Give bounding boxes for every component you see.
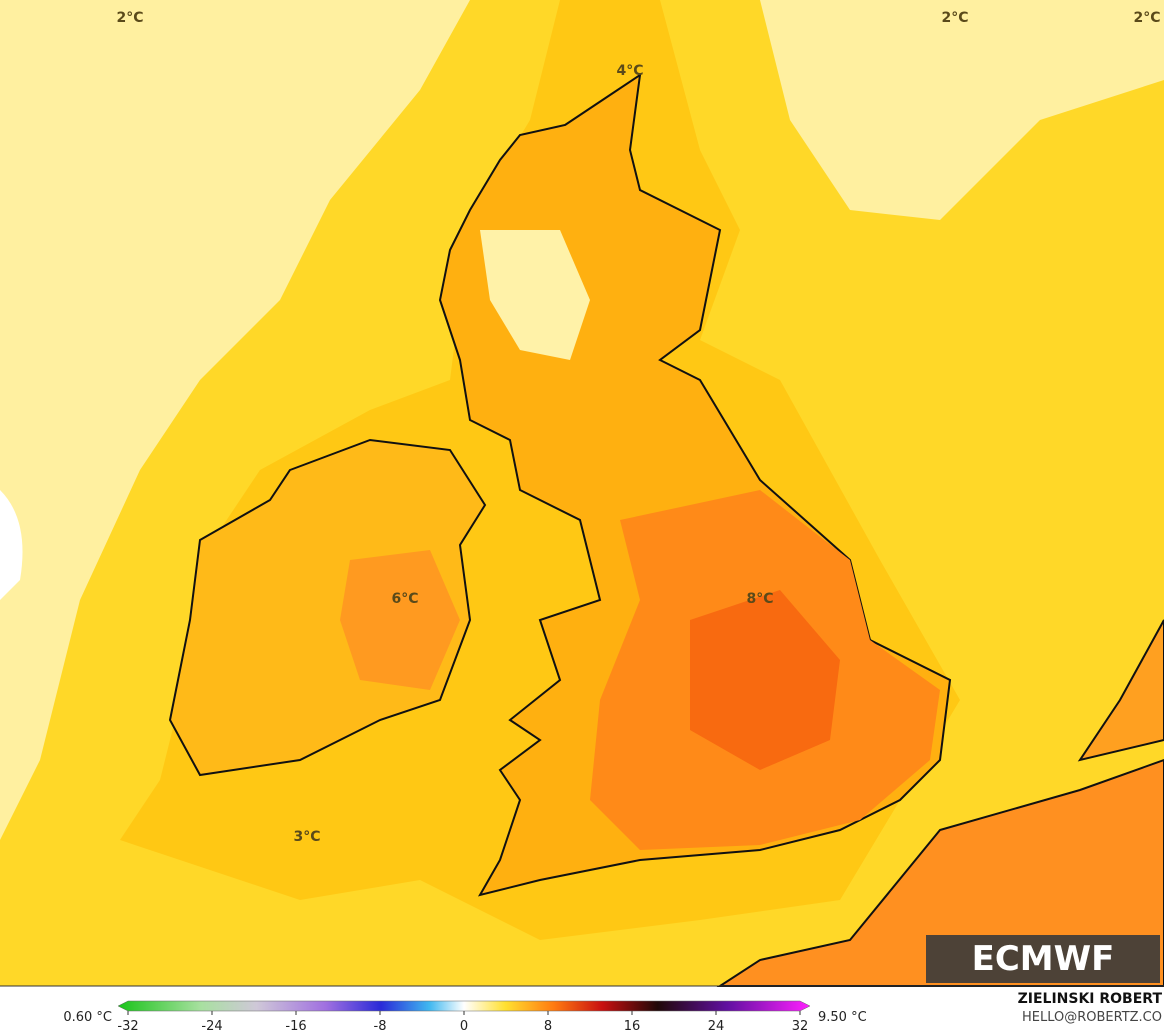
continent xyxy=(1077,619,1164,762)
isotherm-label: 2°C xyxy=(1133,10,1160,26)
map: 2°C 2°C 2°C 4°C 6°C 8°C 3°C ECMWF xyxy=(0,0,1164,987)
colorbar-bar xyxy=(117,1000,811,1012)
missing-data xyxy=(0,490,23,600)
colorbar-tick-label: 0 xyxy=(460,1019,468,1034)
isotherm-label: 4°C xyxy=(616,63,643,79)
ireland xyxy=(168,438,487,777)
warm-core xyxy=(690,590,840,770)
colorbar-tick-label: 32 xyxy=(792,1019,809,1034)
colorbar-max: 9.50 °C xyxy=(818,1010,867,1025)
colorbar-tick-label: -8 xyxy=(374,1019,387,1034)
colorbar-tick-label: 24 xyxy=(708,1019,725,1034)
logo: ECMWF xyxy=(972,939,1115,979)
isotherm-label: 6°C xyxy=(391,591,418,607)
warm-core xyxy=(340,550,460,690)
isotherm-label: 2°C xyxy=(941,10,968,26)
logo-box xyxy=(926,935,1160,983)
cool-zone xyxy=(0,0,470,840)
colorbar-tick-label: 16 xyxy=(624,1019,641,1034)
credit-name: ZIELINSKI ROBERT xyxy=(1018,991,1163,1007)
isotherm-label: 8°C xyxy=(746,591,773,607)
colorbar-min: 0.60 °C xyxy=(63,1010,112,1025)
colorbar: 0.60 °C 9.50 °C -32 -24 -16 -8 0 8 16 24 32 xyxy=(63,1000,867,1034)
credit-email: HELLO@ROBERTZ.CO xyxy=(1022,1010,1162,1025)
colorbar-tick-label: 8 xyxy=(544,1019,552,1034)
cool-highland xyxy=(480,230,590,360)
isotherm-label: 2°C xyxy=(116,10,143,26)
isotherm-label: 3°C xyxy=(293,829,320,845)
colorbar-tick-label: -24 xyxy=(201,1019,222,1034)
colorbar-tick-label: -16 xyxy=(285,1019,306,1034)
cool-zone xyxy=(760,0,1164,220)
colorbar-tick-label: -32 xyxy=(117,1019,138,1034)
